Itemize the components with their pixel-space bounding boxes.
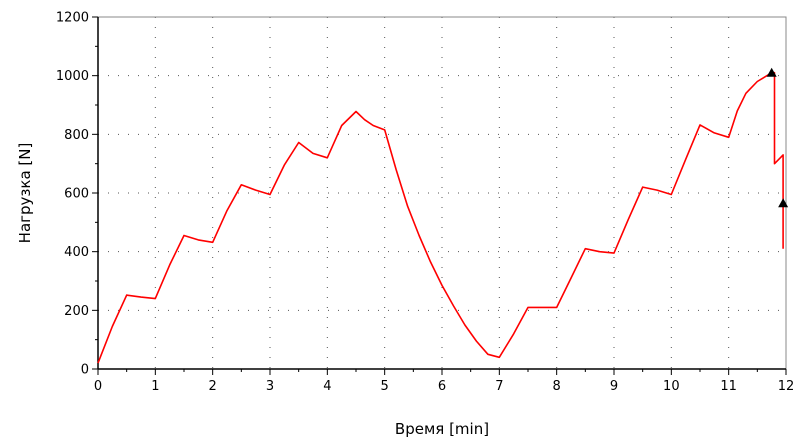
x-axis-title: Время [min] bbox=[395, 420, 489, 438]
x-axis-ticks: 0 1 2 3 4 5 6 7 8 9 10 11 12 bbox=[94, 369, 794, 394]
plot-frame bbox=[97, 16, 787, 370]
y-tick-label: 0 bbox=[81, 363, 89, 378]
x-tick-label: 11 bbox=[720, 379, 737, 394]
markers bbox=[766, 67, 789, 208]
x-tick-label: 10 bbox=[663, 379, 680, 394]
x-tick-label: 9 bbox=[610, 379, 618, 394]
y-tick-label: 600 bbox=[64, 187, 89, 202]
y-tick-label: 200 bbox=[64, 304, 89, 319]
x-tick-label: 8 bbox=[553, 379, 561, 394]
x-tick-label: 4 bbox=[323, 379, 331, 394]
y-tick-label: 1200 bbox=[56, 11, 89, 26]
data-marker bbox=[778, 198, 789, 208]
x-tick-label: 7 bbox=[495, 379, 503, 394]
x-tick-label: 5 bbox=[381, 379, 389, 394]
y-tick-label: 1000 bbox=[56, 69, 89, 84]
y-tick-label: 800 bbox=[64, 128, 89, 143]
series-line bbox=[97, 71, 784, 364]
grid bbox=[98, 17, 786, 369]
x-tick-label: 6 bbox=[438, 379, 446, 394]
x-tick-label: 12 bbox=[778, 379, 795, 394]
x-tick-label: 3 bbox=[266, 379, 274, 394]
plot-border bbox=[97, 16, 787, 370]
x-tick-label: 1 bbox=[151, 379, 159, 394]
y-axis-ticks: 0 200 400 600 800 1000 1200 bbox=[56, 11, 98, 378]
y-tick-label: 400 bbox=[64, 245, 89, 260]
y-axis-title: Нагрузка [N] bbox=[16, 143, 34, 244]
data-marker bbox=[766, 67, 777, 77]
x-tick-label: 2 bbox=[209, 379, 217, 394]
series bbox=[97, 71, 784, 364]
x-tick-label: 0 bbox=[94, 379, 102, 394]
